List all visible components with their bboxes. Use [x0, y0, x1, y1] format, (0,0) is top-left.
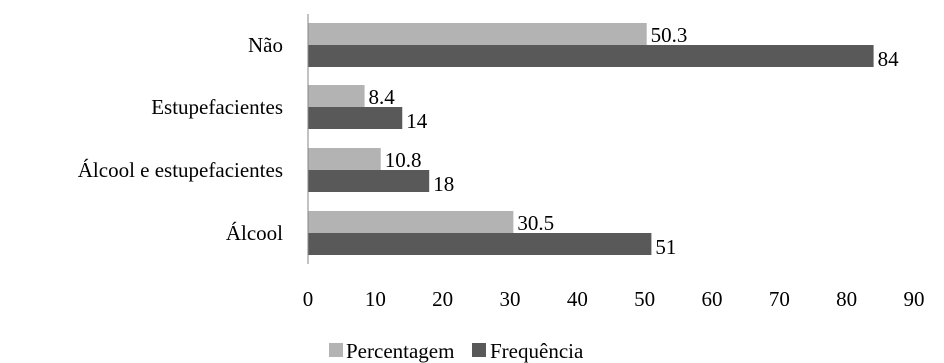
data-label-frequencia-alcool-e-estupefacientes: 18: [433, 172, 454, 196]
x-tick-label-90: 90: [904, 287, 925, 311]
x-tick-labels-group: 0 10 20 30 40 50 60 70 80 90: [303, 287, 925, 311]
legend: Percentagem Frequência: [329, 339, 584, 363]
bar-percentagem-alcool-e-estupefacientes: [308, 148, 381, 170]
data-label-percentagem-alcool: 30.5: [517, 211, 554, 235]
x-tick-label-40: 40: [567, 287, 588, 311]
bars-group: [308, 23, 874, 255]
data-label-frequencia-nao: 84: [878, 47, 900, 71]
x-tick-label-60: 60: [702, 287, 723, 311]
legend-label-percentagem: Percentagem: [346, 339, 454, 363]
bar-percentagem-nao: [308, 23, 647, 45]
category-label-alcool: Álcool: [226, 221, 283, 245]
data-label-frequencia-estupefacientes: 14: [406, 109, 428, 133]
data-label-frequencia-alcool: 51: [655, 235, 676, 259]
bar-frequencia-alcool-e-estupefacientes: [308, 170, 430, 192]
data-label-percentagem-nao: 50.3: [651, 23, 688, 47]
x-tick-label-10: 10: [365, 287, 386, 311]
bar-frequencia-nao: [308, 45, 874, 67]
data-label-percentagem-alcool-e-estupefacientes: 10.8: [385, 148, 422, 172]
legend-swatch-frequencia: [472, 343, 486, 357]
legend-label-frequencia: Frequência: [490, 339, 584, 363]
data-labels-group: 30.5 51 10.8 18 8.4 14 50.3 84: [369, 23, 900, 259]
x-tick-label-50: 50: [634, 287, 655, 311]
bar-frequencia-estupefacientes: [308, 107, 403, 129]
category-label-alcool-e-estupefacientes: Álcool e estupefacientes: [78, 158, 283, 182]
x-tick-label-0: 0: [303, 287, 314, 311]
x-tick-label-20: 20: [432, 287, 453, 311]
x-tick-label-70: 70: [769, 287, 790, 311]
category-label-estupefacientes: Estupefacientes: [151, 95, 283, 119]
data-label-percentagem-estupefacientes: 8.4: [369, 85, 396, 109]
legend-swatch-percentagem: [329, 343, 343, 357]
x-tick-label-30: 30: [500, 287, 521, 311]
bar-percentagem-estupefacientes: [308, 85, 365, 107]
category-label-nao: Não: [248, 33, 283, 57]
bar-percentagem-alcool: [308, 211, 514, 233]
bar-frequencia-alcool: [308, 233, 652, 255]
x-tick-label-80: 80: [836, 287, 857, 311]
category-labels-group: Álcool Álcool e estupefacientes Estupefaci…: [78, 33, 283, 245]
